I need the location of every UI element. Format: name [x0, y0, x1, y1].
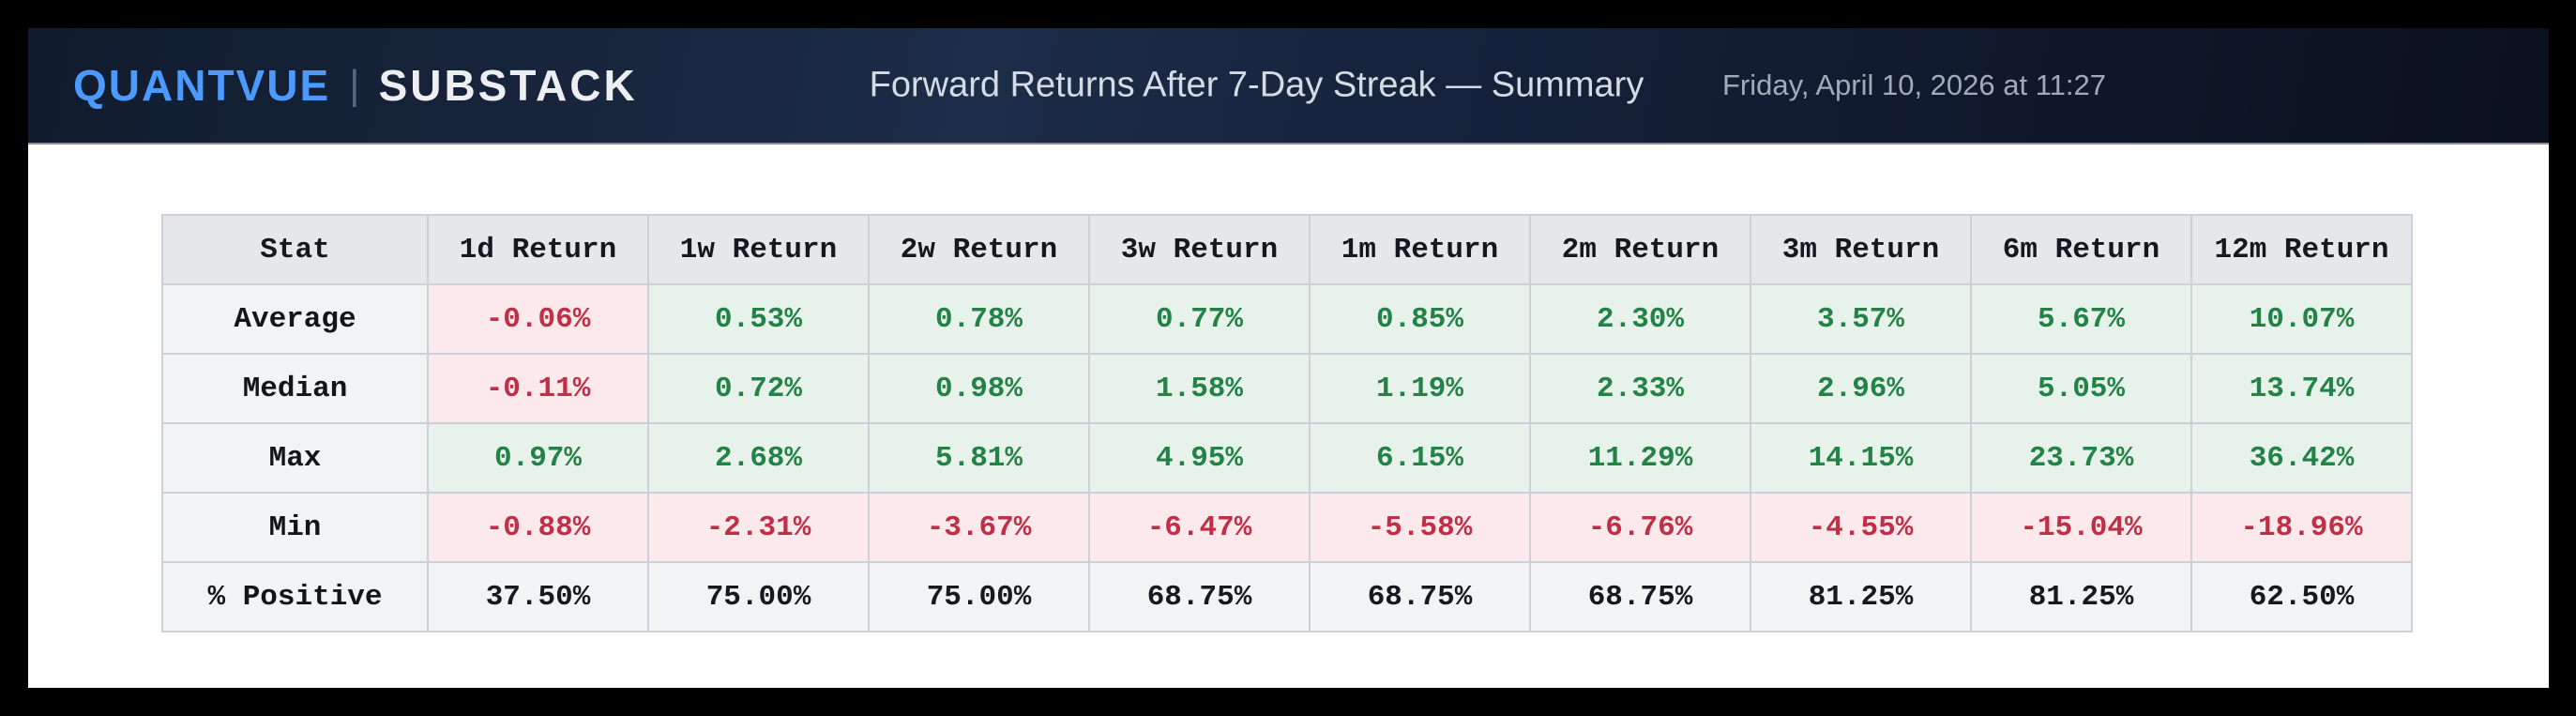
brand-primary-label: QUANTVUE: [73, 61, 331, 110]
column-header: 1m Return: [1309, 214, 1531, 285]
table-row: Min -0.88% -2.31% -3.67% -6.47% -5.58% -6.76% -…: [161, 492, 2413, 563]
value-cell: -4.55%: [1750, 492, 1972, 563]
column-header: 12m Return: [2190, 214, 2413, 285]
value-cell: -18.96%: [2190, 492, 2413, 563]
value-cell: 81.25%: [1970, 561, 2192, 632]
value-cell: 13.74%: [2190, 353, 2413, 424]
value-cell: 0.97%: [427, 422, 649, 494]
value-cell: -0.06%: [427, 283, 649, 355]
brand-divider: |: [349, 62, 360, 108]
value-cell: 0.98%: [868, 353, 1090, 424]
table-row: Average -0.06% 0.53% 0.78% 0.77% 0.85% 2.30% 3.…: [161, 283, 2413, 355]
value-cell: 68.75%: [1309, 561, 1531, 632]
column-header: 6m Return: [1970, 214, 2192, 285]
value-cell: 3.57%: [1750, 283, 1972, 355]
value-cell: 0.77%: [1088, 283, 1311, 355]
value-cell: 1.19%: [1309, 353, 1531, 424]
value-cell: 23.73%: [1970, 422, 2192, 494]
row-label: Min: [161, 492, 429, 563]
column-header: 1d Return: [427, 214, 649, 285]
value-cell: 68.75%: [1529, 561, 1751, 632]
value-cell: 75.00%: [647, 561, 870, 632]
value-cell: -6.47%: [1088, 492, 1311, 563]
value-cell: -3.67%: [868, 492, 1090, 563]
value-cell: 2.30%: [1529, 283, 1751, 355]
summary-table-container: Stat 1d Return 1w Return 2w Return 3w Return…: [161, 214, 2549, 632]
value-cell: 0.78%: [868, 283, 1090, 355]
value-cell: 68.75%: [1088, 561, 1311, 632]
value-cell: 11.29%: [1529, 422, 1751, 494]
value-cell: 1.58%: [1088, 353, 1311, 424]
row-label: Max: [161, 422, 429, 494]
row-label: Median: [161, 353, 429, 424]
column-header: 2m Return: [1529, 214, 1751, 285]
value-cell: 2.96%: [1750, 353, 1972, 424]
header-datetime: Friday, April 10, 2026 at 11:27: [1722, 69, 2106, 101]
value-cell: 37.50%: [427, 561, 649, 632]
value-cell: 10.07%: [2190, 283, 2413, 355]
value-cell: -0.11%: [427, 353, 649, 424]
value-cell: 0.53%: [647, 283, 870, 355]
value-cell: 2.33%: [1529, 353, 1751, 424]
value-cell: 0.85%: [1309, 283, 1531, 355]
value-cell: 6.15%: [1309, 422, 1531, 494]
value-cell: 2.68%: [647, 422, 870, 494]
table-header-row: Stat 1d Return 1w Return 2w Return 3w Return…: [161, 214, 2413, 285]
row-label: Average: [161, 283, 429, 355]
value-cell: 36.42%: [2190, 422, 2413, 494]
value-cell: 5.67%: [1970, 283, 2192, 355]
row-label: % Positive: [161, 561, 429, 632]
column-header: 3w Return: [1088, 214, 1311, 285]
column-header: 2w Return: [868, 214, 1090, 285]
table-row: Max 0.97% 2.68% 5.81% 4.95% 6.15% 11.29% 14.15%…: [161, 422, 2413, 494]
column-header-stat: Stat: [161, 214, 429, 285]
value-cell: 0.72%: [647, 353, 870, 424]
app-header-bar: QUANTVUE | SUBSTACK Forward Returns Afte…: [28, 28, 2549, 145]
value-cell: -2.31%: [647, 492, 870, 563]
value-cell: -0.88%: [427, 492, 649, 563]
value-cell: -5.58%: [1309, 492, 1531, 563]
value-cell: 14.15%: [1750, 422, 1972, 494]
brand-logo: QUANTVUE | SUBSTACK: [73, 60, 638, 111]
table-row: Median -0.11% 0.72% 0.98% 1.58% 1.19% 2.33% 2.9…: [161, 353, 2413, 424]
value-cell: 75.00%: [868, 561, 1090, 632]
brand-secondary-label: SUBSTACK: [378, 61, 638, 110]
value-cell: 4.95%: [1088, 422, 1311, 494]
value-cell: 5.81%: [868, 422, 1090, 494]
report-page: QUANTVUE | SUBSTACK Forward Returns Afte…: [28, 28, 2549, 688]
value-cell: 62.50%: [2190, 561, 2413, 632]
table-row: % Positive 37.50% 75.00% 75.00% 68.75% 68.75%…: [161, 561, 2413, 632]
value-cell: -15.04%: [1970, 492, 2192, 563]
table-body: Average -0.06% 0.53% 0.78% 0.77% 0.85% 2.30% 3.…: [161, 283, 2413, 632]
forward-returns-summary-table: Stat 1d Return 1w Return 2w Return 3w Return…: [161, 214, 2413, 632]
column-header: 1w Return: [647, 214, 870, 285]
column-header: 3m Return: [1750, 214, 1972, 285]
value-cell: 81.25%: [1750, 561, 1972, 632]
value-cell: 5.05%: [1970, 353, 2192, 424]
value-cell: -6.76%: [1529, 492, 1751, 563]
page-title: Forward Returns After 7-Day Streak — Sum…: [869, 65, 1644, 105]
